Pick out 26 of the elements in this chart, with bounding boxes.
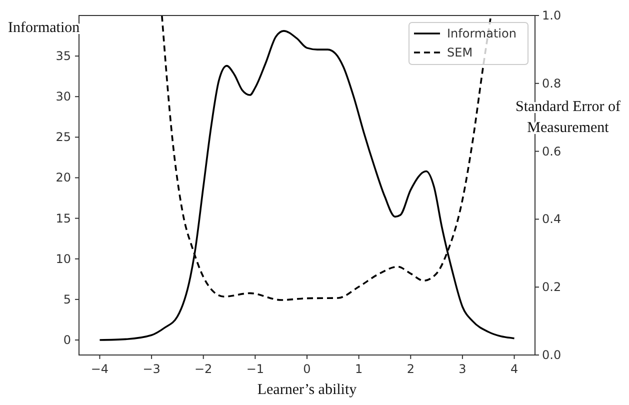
y2-tick-label: 0.4 [542,212,562,226]
x-tick-label: 3 [458,362,466,376]
x-tick-label: 1 [355,362,363,376]
x-tick-label: −3 [142,362,160,376]
y-tick-label: 0 [63,332,71,347]
x-axis-title: Learner’s ability [257,382,358,398]
y-tick-label: 30 [56,90,71,104]
legend-label: SEM [447,46,473,60]
y2-tick-label: 0.0 [542,348,562,362]
x-tick-label: 4 [510,362,518,376]
y2-tick-label: 1.0 [542,8,562,22]
y-tick-label: 25 [56,130,71,144]
y-tick-label: 35 [56,49,71,64]
y2-tick-label: 0.8 [542,76,562,90]
y-tick-label: 5 [63,292,71,306]
legend-label: Information [447,26,516,40]
y2-tick-label: 0.2 [542,280,562,294]
x-tick-label: −1 [246,362,264,376]
x-tick-label: 2 [406,362,414,376]
y2-tick-label: 0.6 [542,144,562,158]
y-tick-label: 20 [56,170,71,185]
y-tick-label: 15 [56,211,71,226]
x-tick-label: 0 [303,362,311,376]
x-tick-label: −4 [90,362,109,376]
x-tick-label: −2 [194,362,212,376]
y-tick-label: 10 [56,252,71,266]
